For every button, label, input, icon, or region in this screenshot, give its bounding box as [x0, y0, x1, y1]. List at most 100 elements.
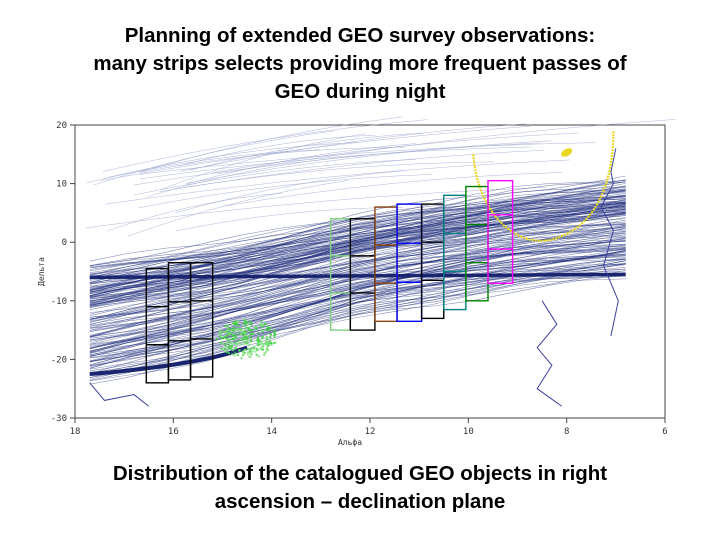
object-track-faint	[215, 119, 676, 175]
green-object-dot	[254, 350, 257, 353]
green-object-dot	[240, 337, 243, 341]
green-object-dot	[267, 326, 271, 330]
slide-caption: Distribution of the catalogued GEO objec…	[20, 460, 700, 516]
yellow-arc	[472, 130, 615, 242]
green-object-dot	[246, 351, 250, 354]
object-track	[89, 248, 626, 350]
object-track	[89, 258, 626, 362]
x-tick-label: 14	[266, 427, 277, 437]
green-object-dot	[229, 341, 232, 345]
object-track	[89, 264, 626, 369]
object-track	[89, 181, 626, 269]
green-object-dot	[248, 343, 251, 347]
green-object-dot	[227, 351, 231, 355]
green-object-dot	[265, 328, 269, 332]
coastline-east	[600, 148, 619, 337]
object-track-faint	[107, 142, 358, 178]
object-track-faint	[127, 180, 348, 237]
green-object-dot	[224, 330, 227, 334]
object-track	[89, 203, 626, 293]
object-track	[89, 231, 626, 329]
green-object-dot	[225, 341, 228, 344]
object-track	[89, 223, 626, 320]
object-track-faint	[139, 116, 403, 173]
object-track	[89, 250, 626, 354]
object-track	[89, 249, 626, 349]
slide-caption-line-1: Distribution of the catalogued GEO objec…	[112, 462, 608, 485]
green-object-dot	[257, 355, 261, 358]
green-object-dot	[231, 353, 234, 356]
green-object-dot	[243, 340, 247, 344]
green-object-dot	[269, 336, 272, 339]
slide-title-line-1: Planning of extended GEO survey observat…	[124, 24, 596, 47]
green-object-dot	[264, 323, 267, 326]
green-object-dot	[262, 345, 265, 348]
chart-svg: 18 16 14 12 10 8 6 20 10 0 -10 -20 -30 Альфа Дельта	[37, 116, 676, 447]
green-object-dot	[241, 332, 244, 336]
object-track-faint	[133, 159, 416, 196]
object-track-faint	[102, 119, 428, 172]
green-object-dot	[265, 335, 268, 338]
object-track	[89, 239, 626, 341]
green-object-dot	[233, 342, 237, 345]
green-object-dot	[248, 355, 251, 358]
object-track-faint	[139, 142, 596, 175]
green-object-dot	[223, 347, 227, 351]
green-object-dot	[250, 353, 253, 356]
green-object-dot	[255, 342, 259, 345]
geo-center-line	[89, 272, 626, 280]
object-track	[89, 248, 626, 349]
green-object-dot	[269, 333, 272, 336]
object-track	[89, 222, 626, 318]
green-object-dot	[237, 320, 240, 323]
y-tick-label: 20	[56, 121, 67, 131]
green-object-dot	[233, 320, 237, 323]
green-object-dot	[263, 352, 266, 355]
green-object-dot	[251, 329, 254, 332]
object-track	[89, 207, 626, 300]
green-object-dot	[274, 341, 277, 344]
green-object-dot	[236, 323, 239, 327]
x-tick-label: 12	[365, 427, 376, 437]
object-track	[89, 190, 626, 279]
y-axis-label: Дельта	[37, 257, 46, 286]
green-object-dot	[250, 347, 253, 350]
green-object-dot	[256, 348, 259, 351]
green-object-dot	[236, 353, 240, 357]
green-object-dot	[225, 334, 229, 338]
survey-strip-strip-3	[189, 262, 214, 378]
green-object-dot	[245, 337, 249, 340]
object-track-faint	[101, 125, 531, 181]
green-object-dot	[263, 342, 266, 345]
green-object-dot	[250, 324, 253, 327]
green-object-dot	[219, 341, 223, 344]
object-track-faint	[189, 132, 424, 171]
green-object-dot	[242, 323, 245, 327]
green-object-dot	[230, 333, 233, 336]
green-object-dot	[232, 329, 235, 333]
green-object-dot	[245, 321, 249, 324]
object-track-faint	[175, 170, 404, 214]
green-object-dot	[265, 338, 269, 341]
green-object-dot	[249, 332, 252, 336]
slide-title: Planning of extended GEO survey observat…	[20, 22, 700, 106]
green-object-dot	[239, 329, 243, 333]
y-tick-label: -20	[51, 355, 67, 365]
green-object-dot	[246, 353, 250, 356]
green-object-dot	[232, 326, 235, 330]
green-object-dot	[261, 324, 264, 327]
green-object-dot	[257, 343, 261, 346]
green-object-dot	[234, 336, 237, 339]
green-object-dot	[221, 330, 224, 334]
object-track-faint	[185, 140, 553, 184]
green-object-dot	[249, 321, 252, 324]
object-track	[89, 198, 626, 288]
green-object-dot	[243, 335, 246, 339]
object-track-faint	[159, 149, 544, 192]
green-object-dot	[236, 329, 240, 332]
green-object-dot	[269, 341, 272, 345]
object-track	[89, 196, 626, 285]
green-object-dot	[273, 332, 276, 336]
green-object-dot	[257, 331, 260, 335]
object-track	[89, 245, 626, 346]
